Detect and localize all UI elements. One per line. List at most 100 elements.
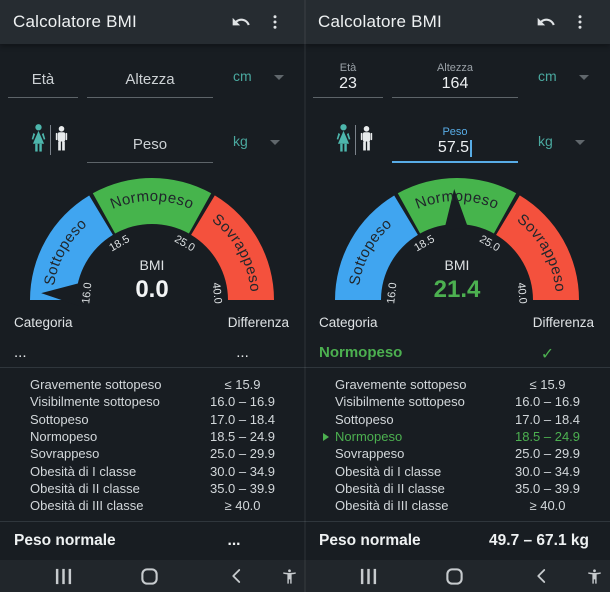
status-category: ... xyxy=(14,344,27,361)
height-label: Altezza xyxy=(125,71,175,88)
app-title: Calcolatore BMI xyxy=(13,12,137,31)
chevron-down-icon xyxy=(574,139,585,145)
age-label: Età xyxy=(31,71,55,88)
table-row: Sovrappeso 25.0 – 29.9 xyxy=(335,446,581,462)
bmi-category-table: Gravemente sottopeso ≤ 15.9 Visibilmente … xyxy=(305,376,610,514)
weight-label: Peso xyxy=(442,126,468,138)
accessibility-button[interactable] xyxy=(579,560,609,592)
height-unit-value: cm xyxy=(233,68,252,84)
weight-value: 57.5 xyxy=(437,139,470,156)
android-navbar xyxy=(305,560,610,592)
undo-icon xyxy=(232,17,250,26)
weight-unit-value: kg xyxy=(538,133,553,149)
table-row: Visibilmente sottopeso 16.0 – 16.9 xyxy=(335,394,581,410)
weight-input[interactable]: Peso 57.5 xyxy=(392,123,518,163)
svg-text:40.0: 40.0 xyxy=(515,282,529,305)
undo-button[interactable] xyxy=(529,5,563,39)
male-icon[interactable] xyxy=(359,124,374,157)
table-row: Obesità di III classe ≥ 40.0 xyxy=(335,498,566,514)
home-icon xyxy=(140,567,158,585)
overflow-menu-button[interactable] xyxy=(258,5,292,39)
difference-header: Differenza xyxy=(227,315,289,330)
kebab-menu-icon xyxy=(578,15,582,29)
table-row: Gravemente sottopeso ≤ 15.9 xyxy=(335,377,566,393)
age-value: 23 xyxy=(339,75,357,92)
height-input[interactable]: Altezza 164 xyxy=(392,58,518,98)
chevron-down-icon xyxy=(273,74,284,80)
recents-icon xyxy=(55,568,71,584)
female-icon[interactable] xyxy=(30,124,47,157)
height-value: 164 xyxy=(441,75,469,92)
app-bar: Calcolatore BMI xyxy=(0,0,305,44)
normal-weight-value: ... xyxy=(227,532,241,549)
bmi-app-panel-filled: Calcolatore BMI Età 23 Altezza 164 cm xyxy=(305,0,610,592)
status-difference: ... xyxy=(236,344,249,361)
panel-seam xyxy=(304,0,306,592)
table-row: Normopeso 18.5 – 24.9 xyxy=(30,429,276,445)
undo-icon xyxy=(537,17,555,26)
age-label: Età xyxy=(339,62,357,74)
gauge-needle xyxy=(41,282,82,307)
back-icon xyxy=(232,569,241,583)
recents-icon xyxy=(360,568,376,584)
accessibility-button[interactable] xyxy=(274,560,304,592)
home-button[interactable] xyxy=(134,560,164,592)
normal-weight-label: Peso normale xyxy=(319,532,421,549)
height-unit-dropdown[interactable]: cm xyxy=(233,68,284,84)
back-button[interactable] xyxy=(527,560,557,592)
normal-weight-value: 49.7 – 67.1 kg xyxy=(489,532,589,549)
difference-header: Differenza xyxy=(532,315,594,330)
divider xyxy=(305,367,610,368)
male-icon[interactable] xyxy=(54,124,69,157)
weight-label: Peso xyxy=(132,136,168,153)
gender-toggle[interactable] xyxy=(335,124,374,157)
status-checkmark-icon: ✓ xyxy=(540,346,555,363)
gender-toggle[interactable] xyxy=(30,124,69,157)
gauge-segment-underweight xyxy=(335,195,418,300)
divider xyxy=(0,521,305,522)
table-row: Obesità di I classe 30.0 – 34.9 xyxy=(30,463,276,479)
recents-button[interactable] xyxy=(353,560,383,592)
height-input[interactable]: Altezza xyxy=(87,58,213,98)
female-icon[interactable] xyxy=(335,124,352,157)
height-unit-dropdown[interactable]: cm xyxy=(538,68,589,84)
weight-unit-dropdown[interactable]: kg xyxy=(233,133,280,149)
table-row-selected: Normopeso 18.5 – 24.9 xyxy=(335,429,581,445)
android-navbar xyxy=(0,560,305,592)
table-row: Gravemente sottopeso ≤ 15.9 xyxy=(30,377,261,393)
svg-text:25.0: 25.0 xyxy=(477,233,502,254)
height-unit-value: cm xyxy=(538,68,557,84)
recents-button[interactable] xyxy=(48,560,78,592)
gender-divider xyxy=(50,125,51,155)
age-input[interactable]: Età 23 xyxy=(313,58,383,98)
weight-unit-dropdown[interactable]: kg xyxy=(538,133,585,149)
home-icon xyxy=(445,567,463,585)
age-input[interactable]: Età xyxy=(8,58,78,98)
category-header: Categoria xyxy=(319,315,378,330)
kebab-menu-icon xyxy=(273,15,277,29)
table-row: Obesità di II classe 35.0 – 39.9 xyxy=(335,480,581,496)
bmi-value: 0.0 xyxy=(135,276,168,303)
bmi-app-panel-empty: Calcolatore BMI Età Altezza cm Peso xyxy=(0,0,305,592)
back-icon xyxy=(537,569,546,583)
undo-button[interactable] xyxy=(224,5,258,39)
svg-text:16.0: 16.0 xyxy=(385,282,399,305)
table-row: Sottopeso 17.0 – 18.4 xyxy=(335,411,581,427)
chevron-down-icon xyxy=(269,139,280,145)
gauge-segment-overweight xyxy=(191,195,274,300)
app-title: Calcolatore BMI xyxy=(318,12,442,31)
table-row: Obesità di III classe ≥ 40.0 xyxy=(30,498,261,514)
app-bar: Calcolatore BMI xyxy=(305,0,610,44)
gauge-segment-normal xyxy=(92,177,212,234)
home-button[interactable] xyxy=(439,560,469,592)
table-row: Obesità di II classe 35.0 – 39.9 xyxy=(30,480,276,496)
weight-unit-value: kg xyxy=(233,133,248,149)
height-label: Altezza xyxy=(436,62,474,74)
weight-input[interactable]: Peso xyxy=(87,123,213,163)
overflow-menu-button[interactable] xyxy=(563,5,597,39)
svg-text:18.5: 18.5 xyxy=(412,233,437,254)
bmi-gauge: Sottopeso Normopeso Sovrappeso 16.0 18.5… xyxy=(30,177,274,307)
back-button[interactable] xyxy=(222,560,252,592)
bmi-caption: BMI xyxy=(140,257,165,273)
